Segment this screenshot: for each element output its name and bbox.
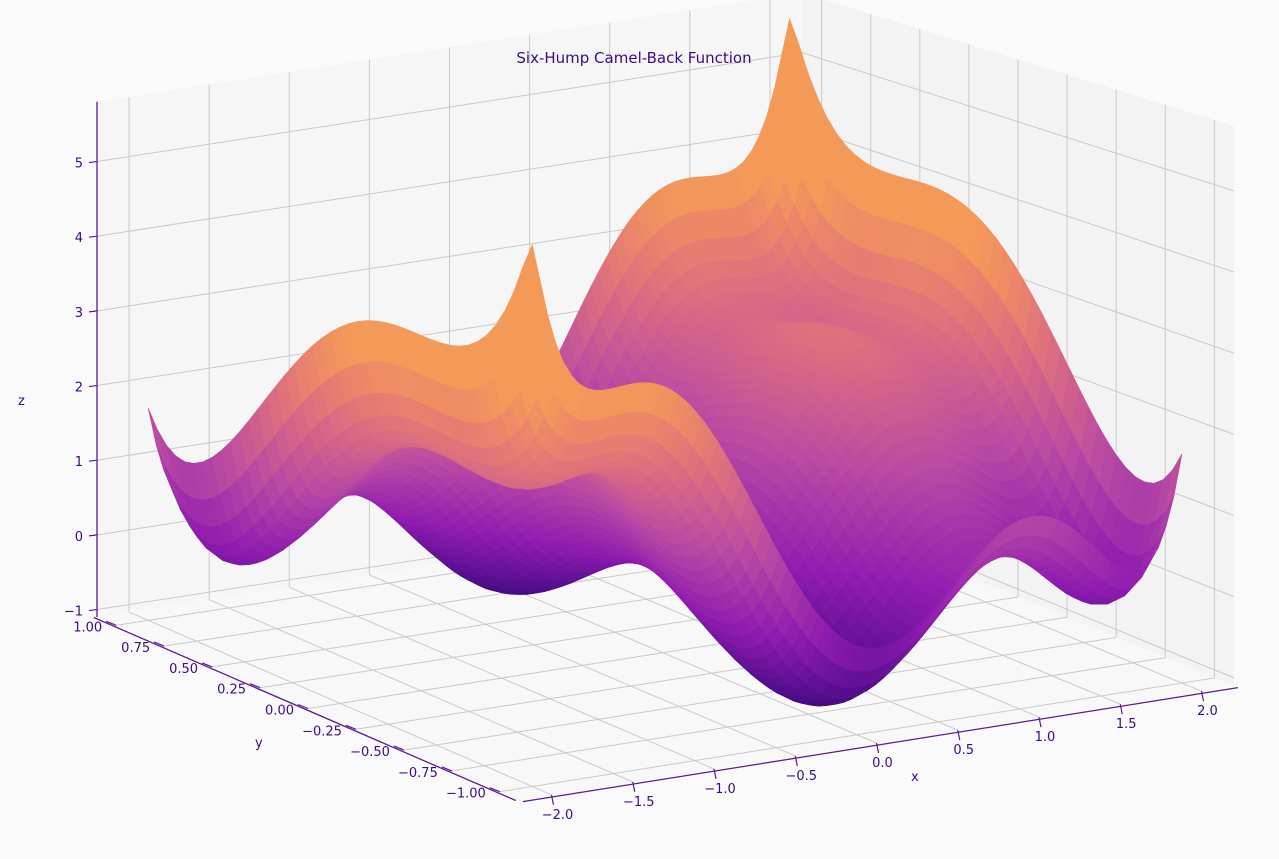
- y-tick: [489, 787, 501, 793]
- x-tick: [875, 742, 880, 754]
- chart-title: Six-Hump Camel-Back Function: [516, 49, 751, 67]
- y-tick-label: 0.50: [169, 662, 198, 677]
- y-tick-label: −1.00: [446, 787, 486, 802]
- z-tick: [88, 310, 98, 313]
- z-axis-label: z: [18, 394, 25, 409]
- y-axis-label: y: [255, 736, 263, 751]
- z-tick: [88, 235, 98, 238]
- y-tick: [201, 662, 213, 668]
- y-tick: [345, 724, 357, 730]
- z-tick-label: −1: [64, 605, 83, 620]
- y-tick: [153, 641, 165, 647]
- x-tick: [1038, 716, 1042, 728]
- z-tick: [88, 534, 98, 537]
- y-tick-label: −0.75: [398, 766, 438, 781]
- y-tick-label: 0.75: [121, 641, 150, 656]
- z-tick: [88, 459, 98, 462]
- x-tick-label: 1.0: [1035, 730, 1056, 745]
- x-tick-label: −1.5: [623, 795, 655, 810]
- x-tick: [632, 781, 636, 792]
- z-tick: [88, 160, 98, 164]
- x-tick-label: 1.5: [1116, 717, 1137, 732]
- y-tick: [297, 703, 309, 710]
- z-tick-label: 2: [75, 381, 83, 396]
- z-tick-label: 1: [75, 455, 83, 470]
- z-tick-label: 5: [75, 157, 83, 172]
- x-tick-label: −2.0: [542, 808, 574, 823]
- x-tick-label: 0.0: [872, 756, 893, 771]
- grid-line: [355, 616, 1068, 730]
- grid-line: [801, 126, 1235, 273]
- grid-line: [96, 126, 803, 237]
- axis-lines: [93, 101, 1239, 803]
- y-tick: [393, 745, 405, 751]
- z-tick-label: 4: [75, 231, 83, 246]
- y-tick-label: 0.25: [217, 683, 246, 698]
- x-tick: [713, 768, 717, 780]
- x-axis-label: x: [911, 770, 919, 785]
- y-axis-line: [93, 616, 517, 802]
- z-tick-label: 3: [75, 306, 83, 321]
- y-tick: [249, 683, 261, 689]
- y-tick-label: −0.50: [350, 745, 390, 760]
- x-tick-label: 0.5: [953, 743, 974, 758]
- grid-line: [499, 677, 1215, 793]
- grid-line: [403, 636, 1117, 751]
- x-tick: [1119, 704, 1123, 715]
- x-tick: [550, 794, 555, 805]
- surface-mesh: [147, 17, 1183, 707]
- z-tick: [88, 384, 98, 388]
- z-tick-label: 0: [75, 530, 83, 545]
- grid-line: [451, 657, 1166, 772]
- tick-marks: [88, 160, 1205, 805]
- tick-labels: −2.0 −1.5 −1.0 −0.5 0.0 0.5 1.0 1.5 2.0 −1.00 −0.7…: [64, 157, 1218, 823]
- grid-line: [801, 52, 1235, 192]
- grid-line: [96, 52, 803, 163]
- x-tick: [794, 755, 798, 767]
- x-tick-label: −1.0: [704, 782, 736, 797]
- y-tick: [441, 766, 453, 772]
- x-tick-label: 2.0: [1197, 704, 1218, 719]
- z-tick: [88, 608, 98, 612]
- y-tick-label: −0.25: [302, 724, 342, 739]
- x-tick: [1200, 691, 1205, 702]
- y-tick-label: 0.00: [265, 704, 294, 719]
- surface-patch: [1164, 453, 1183, 512]
- x-axis-line: [522, 686, 1239, 803]
- y-tick: [105, 620, 117, 626]
- x-tick: [957, 729, 961, 741]
- y-tick-label: 1.00: [73, 620, 102, 635]
- x-tick-label: −0.5: [785, 769, 817, 784]
